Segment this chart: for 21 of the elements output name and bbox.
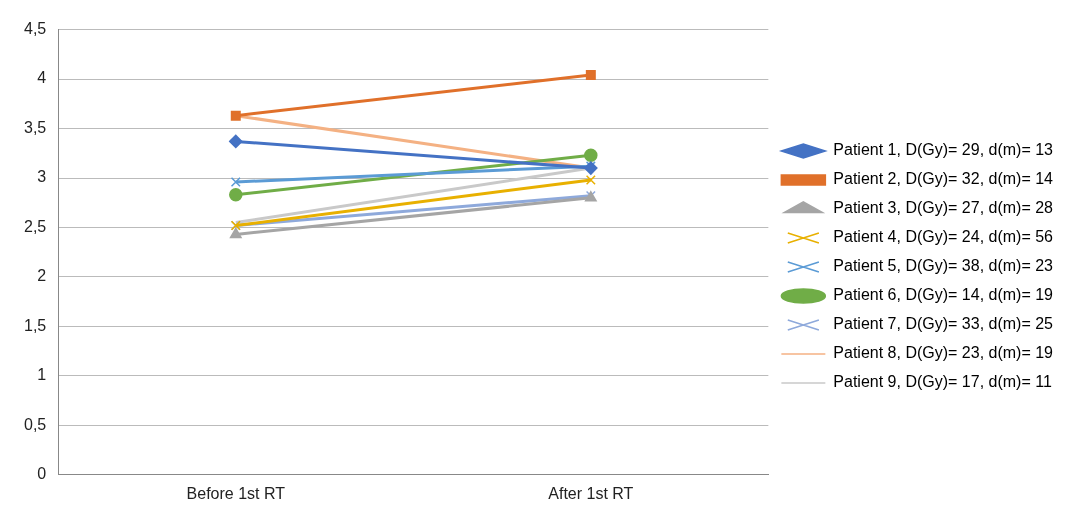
legend-label: Patient 4, D(Gy)= 24, d(m)= 56 [833, 228, 1054, 246]
y-tick-label: 3 [37, 168, 47, 186]
legend-label: Patient 8, D(Gy)= 23, d(m)= 19 [833, 344, 1054, 362]
x-tick-label: Before 1st RT [186, 484, 286, 502]
legend-label: Patient 5, D(Gy)= 38, d(m)= 23 [833, 257, 1054, 275]
legend-label: Patient 2, D(Gy)= 32, d(m)= 14 [833, 170, 1054, 188]
legend-label: Patient 9, D(Gy)= 17, d(m)= 11 [833, 373, 1052, 391]
y-tick-label: 2,5 [23, 217, 47, 235]
y-tick-label: 4,5 [23, 20, 47, 38]
y-tick-label: 1 [37, 366, 47, 384]
y-tick-label: 1,5 [23, 316, 47, 334]
y-tick-label: 2 [37, 267, 47, 285]
y-tick-label: 0,5 [23, 415, 47, 433]
x-tick-label: After 1st RT [548, 484, 634, 502]
legend-label: Patient 3, D(Gy)= 27, d(m)= 28 [833, 199, 1054, 217]
legend-label: Patient 7, D(Gy)= 33, d(m)= 25 [833, 315, 1054, 333]
legend-label: Patient 6, D(Gy)= 14, d(m)= 19 [833, 286, 1054, 304]
y-tick-label: 3,5 [23, 118, 47, 136]
legend-label: Patient 1, D(Gy)= 29, d(m)= 13 [833, 141, 1054, 159]
y-tick-label: 0 [37, 465, 47, 483]
y-tick-label: 4 [37, 69, 47, 87]
